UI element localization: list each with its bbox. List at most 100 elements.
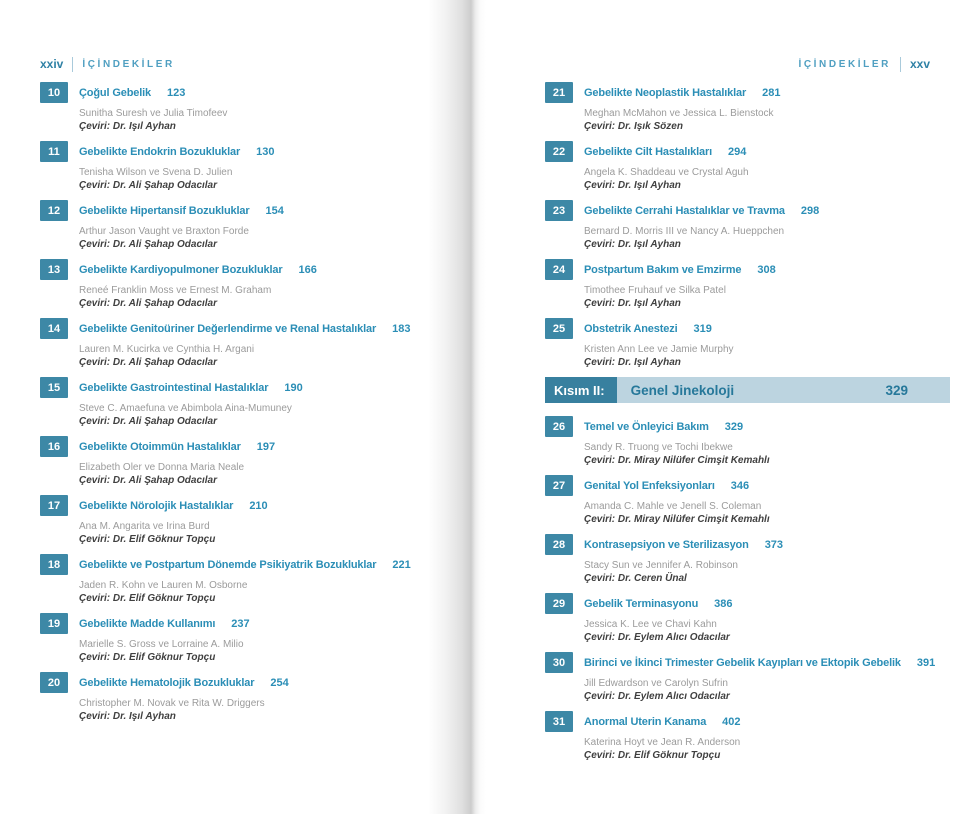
chapter-page-number: 319 (693, 322, 712, 335)
chapter-entry: 12 Gebelikte Hipertansif Bozukluklar 154… (40, 200, 438, 251)
chapter-page-number: 298 (800, 204, 820, 217)
chapter-translator: Çeviri: Dr. Elif Göknur Topçu (584, 750, 721, 761)
left-page-header: xxiv İÇİNDEKİLER (40, 55, 438, 73)
chapter-page-number: 237 (231, 617, 250, 630)
chapter-entry: 24 Postpartum Bakım ve Emzirme 308 Timot… (545, 259, 950, 310)
chapter-translator: Çeviri: Dr. Işıl Ayhan (584, 298, 681, 309)
chapter-title: Gebelikte Cilt Hastalıkları (584, 145, 713, 158)
right-chapter-list-top: 21 Gebelikte Neoplastik Hastalıklar 281 … (545, 82, 950, 369)
chapter-page-number: 190 (284, 381, 303, 394)
left-page-number-roman: xxiv (40, 57, 64, 71)
chapter-title: Temel ve Önleyici Bakım (584, 420, 709, 433)
chapter-authors: Jessica K. Lee ve Chavi Kahn (584, 619, 717, 630)
chapter-translator: Çeviri: Dr. Elif Göknur Topçu (79, 534, 216, 545)
left-page: xxiv İÇİNDEKİLER 10 Çoğul Gebelik 123 Su… (40, 55, 438, 731)
chapter-title: Postpartum Bakım ve Emzirme (584, 263, 742, 276)
chapter-title: Gebelikte Endokrin Bozukluklar (79, 145, 241, 158)
header-divider (899, 56, 901, 72)
chapter-authors: Sunitha Suresh ve Julia Timofeev (79, 108, 228, 119)
chapter-title: Çoğul Gebelik (79, 86, 152, 99)
chapter-authors: Kristen Ann Lee ve Jamie Murphy (584, 344, 734, 355)
chapter-title: Gebelikte Hematolojik Bozukluklar (79, 676, 255, 689)
chapter-number-badge: 15 (40, 377, 68, 398)
chapter-entry: 17 Gebelikte Nörolojik Hastalıklar 210 A… (40, 495, 438, 546)
chapter-title: Gebelikte Nörolojik Hastalıklar (79, 499, 234, 512)
chapter-number-badge: 21 (545, 82, 573, 103)
chapter-number-badge: 11 (40, 141, 68, 162)
chapter-entry: 16 Gebelikte Otoimmün Hastalıklar 197 El… (40, 436, 438, 487)
header-divider (72, 56, 74, 72)
chapter-page-number: 123 (167, 86, 186, 99)
chapter-title: Anormal Uterin Kanama (584, 715, 707, 728)
chapter-authors: Stacy Sun ve Jennifer A. Robinson (584, 560, 738, 571)
chapter-translator: Çeviri: Dr. Işık Sözen (584, 121, 683, 132)
chapter-authors: Tenisha Wilson ve Svena D. Julien (79, 167, 233, 178)
chapter-authors: Reneé Franklin Moss ve Ernest M. Graham (79, 285, 272, 296)
chapter-title-row: 28 Kontrasepsiyon ve Sterilizasyon 373 (545, 534, 950, 555)
chapter-translator: Çeviri: Dr. Eylem Alıcı Odacılar (584, 632, 730, 643)
chapter-authors: Jill Edwardson ve Carolyn Sufrin (584, 678, 728, 689)
chapter-title-row: 13 Gebelikte Kardiyopulmoner Bozukluklar… (40, 259, 438, 280)
chapter-title-row: 16 Gebelikte Otoimmün Hastalıklar 197 (40, 436, 438, 457)
chapter-entry: 25 Obstetrik Anestezi 319 Kristen Ann Le… (545, 318, 950, 369)
chapter-entry: 31 Anormal Uterin Kanama 402 Katerina Ho… (545, 711, 950, 762)
chapter-page-number: 183 (392, 322, 411, 335)
chapter-translator: Çeviri: Dr. Eylem Alıcı Odacılar (584, 691, 730, 702)
chapter-page-number: 254 (270, 676, 289, 689)
chapter-title-row: 30 Birinci ve İkinci Trimester Gebelik K… (545, 652, 950, 673)
chapter-number-badge: 24 (545, 259, 573, 280)
chapter-translator: Çeviri: Dr. Elif Göknur Topçu (79, 593, 216, 604)
chapter-authors: Timothee Fruhauf ve Silka Patel (584, 285, 726, 296)
chapter-page-number: 154 (265, 204, 284, 217)
chapter-entry: 10 Çoğul Gebelik 123 Sunitha Suresh ve J… (40, 82, 438, 133)
chapter-entry: 27 Genital Yol Enfeksiyonları 346 Amanda… (545, 475, 950, 526)
chapter-authors: Marielle S. Gross ve Lorraine A. Milio (79, 639, 244, 650)
section-title: Genel Jinekoloji (630, 382, 735, 398)
chapter-entry: 26 Temel ve Önleyici Bakım 329 Sandy R. … (545, 416, 950, 467)
chapter-number-badge: 10 (40, 82, 68, 103)
chapter-title: Gebelikte Cerrahi Hastalıklar ve Travma (584, 204, 785, 217)
chapter-number-badge: 20 (40, 672, 68, 693)
chapter-title: Gebelikte Neoplastik Hastalıklar (584, 86, 747, 99)
chapter-number-badge: 17 (40, 495, 68, 516)
chapter-authors: Christopher M. Novak ve Rita W. Driggers (79, 698, 265, 709)
chapter-title-row: 31 Anormal Uterin Kanama 402 (545, 711, 950, 732)
chapter-number-badge: 14 (40, 318, 68, 339)
chapter-number-badge: 28 (545, 534, 573, 555)
chapter-entry: 21 Gebelikte Neoplastik Hastalıklar 281 … (545, 82, 950, 133)
chapter-title: Genital Yol Enfeksiyonları (584, 479, 715, 492)
chapter-title: Gebelikte Kardiyopulmoner Bozukluklar (79, 263, 283, 276)
chapter-page-number: 402 (722, 715, 741, 728)
chapter-title: Gebelikte Otoimmün Hastalıklar (79, 440, 241, 453)
chapter-translator: Çeviri: Dr. Ali Şahap Odacılar (79, 298, 218, 309)
section-page-number: 329 (885, 382, 908, 398)
right-page-number-roman: xxv (909, 57, 930, 71)
chapter-translator: Çeviri: Dr. Ali Şahap Odacılar (79, 357, 218, 368)
chapter-title-row: 23 Gebelikte Cerrahi Hastalıklar ve Trav… (545, 200, 950, 221)
chapter-page-number: 346 (730, 479, 750, 492)
chapter-number-badge: 23 (545, 200, 573, 221)
header-contents-label: İÇİNDEKİLER (82, 58, 175, 70)
chapter-authors: Amanda C. Mahle ve Jenell S. Coleman (584, 501, 762, 512)
left-chapter-list: 10 Çoğul Gebelik 123 Sunitha Suresh ve J… (40, 82, 438, 723)
chapter-title: Gebelikte Madde Kullanımı (79, 617, 216, 630)
chapter-title-row: 17 Gebelikte Nörolojik Hastalıklar 210 (40, 495, 438, 516)
chapter-page-number: 294 (728, 145, 747, 158)
chapter-title: Birinci ve İkinci Trimester Gebelik Kayı… (584, 656, 901, 669)
chapter-authors: Lauren M. Kucirka ve Cynthia H. Argani (79, 344, 255, 355)
chapter-page-number: 391 (916, 656, 936, 669)
right-page: İÇİNDEKİLER xxv 21 Gebelikte Neoplastik … (545, 55, 950, 770)
section-label: Kısım II: (545, 377, 617, 403)
chapter-entry: 20 Gebelikte Hematolojik Bozukluklar 254… (40, 672, 438, 723)
chapter-entry: 19 Gebelikte Madde Kullanımı 237 Mariell… (40, 613, 438, 664)
chapter-title: Obstetrik Anestezi (584, 322, 678, 335)
chapter-title-row: 22 Gebelikte Cilt Hastalıkları 294 (545, 141, 950, 162)
chapter-title-row: 19 Gebelikte Madde Kullanımı 237 (40, 613, 438, 634)
chapter-translator: Çeviri: Dr. Işıl Ayhan (79, 121, 176, 132)
chapter-title-row: 27 Genital Yol Enfeksiyonları 346 (545, 475, 950, 496)
chapter-entry: 11 Gebelikte Endokrin Bozukluklar 130 Te… (40, 141, 438, 192)
chapter-translator: Çeviri: Dr. Işıl Ayhan (584, 180, 681, 191)
chapter-title: Gebelikte ve Postpartum Dönemde Psikiyat… (79, 558, 377, 571)
chapter-number-badge: 16 (40, 436, 68, 457)
